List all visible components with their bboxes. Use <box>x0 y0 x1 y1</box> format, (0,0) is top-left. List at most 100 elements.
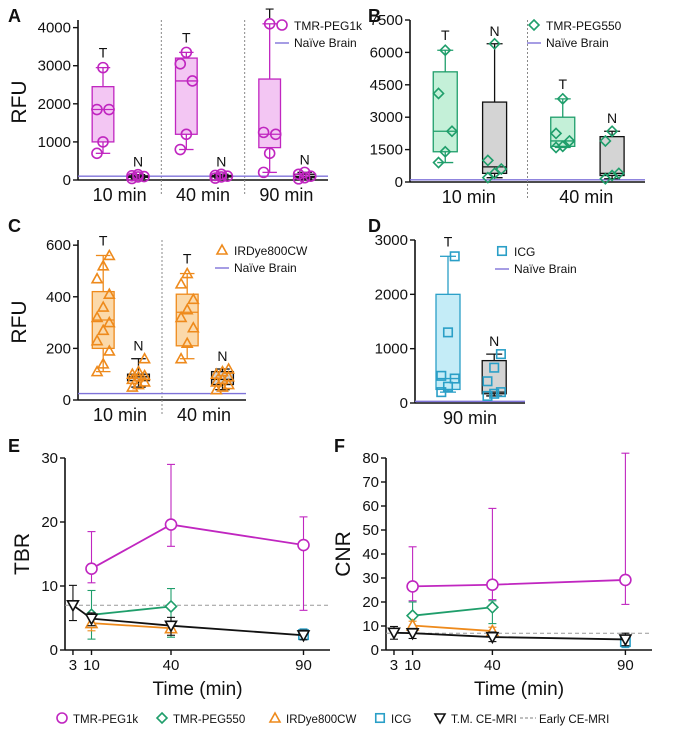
x-tick-label: 40 <box>484 657 501 674</box>
data-point <box>442 381 454 392</box>
box-group-tag: N <box>300 151 310 167</box>
legend-marker <box>374 712 386 724</box>
legend-marker <box>155 711 169 725</box>
data-point <box>485 631 500 645</box>
y-tick-label: 20 <box>41 514 58 531</box>
data-point <box>485 600 500 614</box>
y-tick-label: 80 <box>362 450 379 467</box>
y-tick-label: 4000 <box>38 20 71 37</box>
panel-d-boxplot: 0 1000 2000 3000 90 min T N ICG Naïve Brain <box>375 232 577 428</box>
y-tick-label: 1000 <box>38 134 71 151</box>
series-line <box>412 579 626 588</box>
data-point <box>495 162 508 176</box>
data-point <box>174 58 187 70</box>
group-label: 90 min <box>259 185 313 205</box>
data-point <box>486 578 499 592</box>
y-tick-label: 4500 <box>370 77 403 94</box>
data-point <box>174 277 188 289</box>
data-point <box>406 580 419 593</box>
data-point <box>96 357 110 369</box>
panel-label-d: D <box>368 216 381 236</box>
data-point <box>85 562 98 576</box>
y-tick-label: 0 <box>63 172 71 189</box>
data-point <box>549 127 563 140</box>
y-tick-label: 0 <box>400 395 408 412</box>
group-label: 10 min <box>93 185 147 205</box>
data-point <box>180 128 193 141</box>
data-point <box>556 140 569 153</box>
data-point <box>174 310 188 323</box>
data-point <box>605 125 619 138</box>
series-line <box>91 523 304 570</box>
box-iqr <box>91 86 115 143</box>
data-point <box>174 143 187 156</box>
legend-marker <box>56 712 68 724</box>
box-group-tag: N <box>133 338 143 354</box>
legend-marker <box>215 243 229 255</box>
y-tick-label: 600 <box>46 237 71 254</box>
data-point <box>97 61 109 74</box>
x-axis-label: Time (min) <box>474 679 564 700</box>
data-point <box>91 103 103 116</box>
data-point <box>263 147 276 160</box>
series-line <box>393 631 626 641</box>
legend-marker <box>433 713 447 725</box>
box-group-tag: T <box>183 251 192 267</box>
data-point <box>495 349 506 360</box>
data-point <box>292 168 305 181</box>
box-iqr <box>481 101 508 175</box>
legend-marker <box>268 711 282 723</box>
data-point <box>102 287 116 299</box>
y-tick-label: 2000 <box>375 286 408 303</box>
data-point <box>481 154 495 167</box>
y-tick-label: 0 <box>371 642 379 659</box>
legend-label: TMR-PEG550 <box>546 19 622 33</box>
data-point <box>96 323 110 336</box>
x-tick-label: 3 <box>390 657 398 674</box>
data-point <box>138 352 151 364</box>
data-point <box>387 627 401 640</box>
series-line <box>412 624 493 632</box>
y-axis-label: TBR <box>11 533 34 575</box>
box-group-tag: N <box>216 153 226 169</box>
data-point <box>298 171 311 184</box>
data-point <box>599 134 612 148</box>
group-label: 40 min <box>559 187 613 207</box>
panel-a-boxplot: 0 1000 2000 3000 4000 RFU 10 min 40 min 90 min T N… <box>8 5 363 205</box>
data-point <box>445 125 459 138</box>
y-tick-label: 1000 <box>375 341 408 358</box>
data-point <box>482 390 493 401</box>
data-point <box>186 75 199 87</box>
box-group-tag: T <box>558 76 567 92</box>
box-group-tag: N <box>217 348 227 364</box>
y-tick-label: 50 <box>362 522 379 539</box>
data-point <box>439 145 452 158</box>
data-point <box>90 364 104 377</box>
data-point <box>495 387 506 398</box>
data-point <box>488 37 501 50</box>
data-point <box>186 321 200 333</box>
group-label: 10 min <box>442 187 496 207</box>
legend-label: T.M. CE-MRI <box>451 714 517 726</box>
data-point <box>96 259 110 271</box>
legend-label: ICG <box>514 245 535 259</box>
panel-label-b: B <box>368 6 381 26</box>
data-point <box>102 248 116 261</box>
data-point <box>126 170 138 182</box>
data-point <box>90 272 104 284</box>
panel-b-boxplot: 0 1500 3000 4500 6000 7500 10 min 40 min T N T N TMR… <box>370 12 645 207</box>
panel-f-lineplot: 0 10 20 30 40 50 60 70 80 3 10 40 90 Time (min) CNR <box>332 450 652 700</box>
x-tick-label: 90 <box>295 657 312 674</box>
y-tick-label: 0 <box>50 642 58 659</box>
box-group-tag: T <box>265 5 274 21</box>
box-group-tag: N <box>489 333 499 349</box>
data-point <box>449 373 460 384</box>
y-tick-label: 60 <box>362 498 379 515</box>
series-line <box>91 622 172 630</box>
legend-label: IRDye800CW <box>286 714 356 726</box>
data-point <box>304 170 317 182</box>
data-point <box>102 344 116 356</box>
data-point <box>432 156 445 169</box>
data-point <box>180 336 194 349</box>
series-line <box>91 605 172 616</box>
